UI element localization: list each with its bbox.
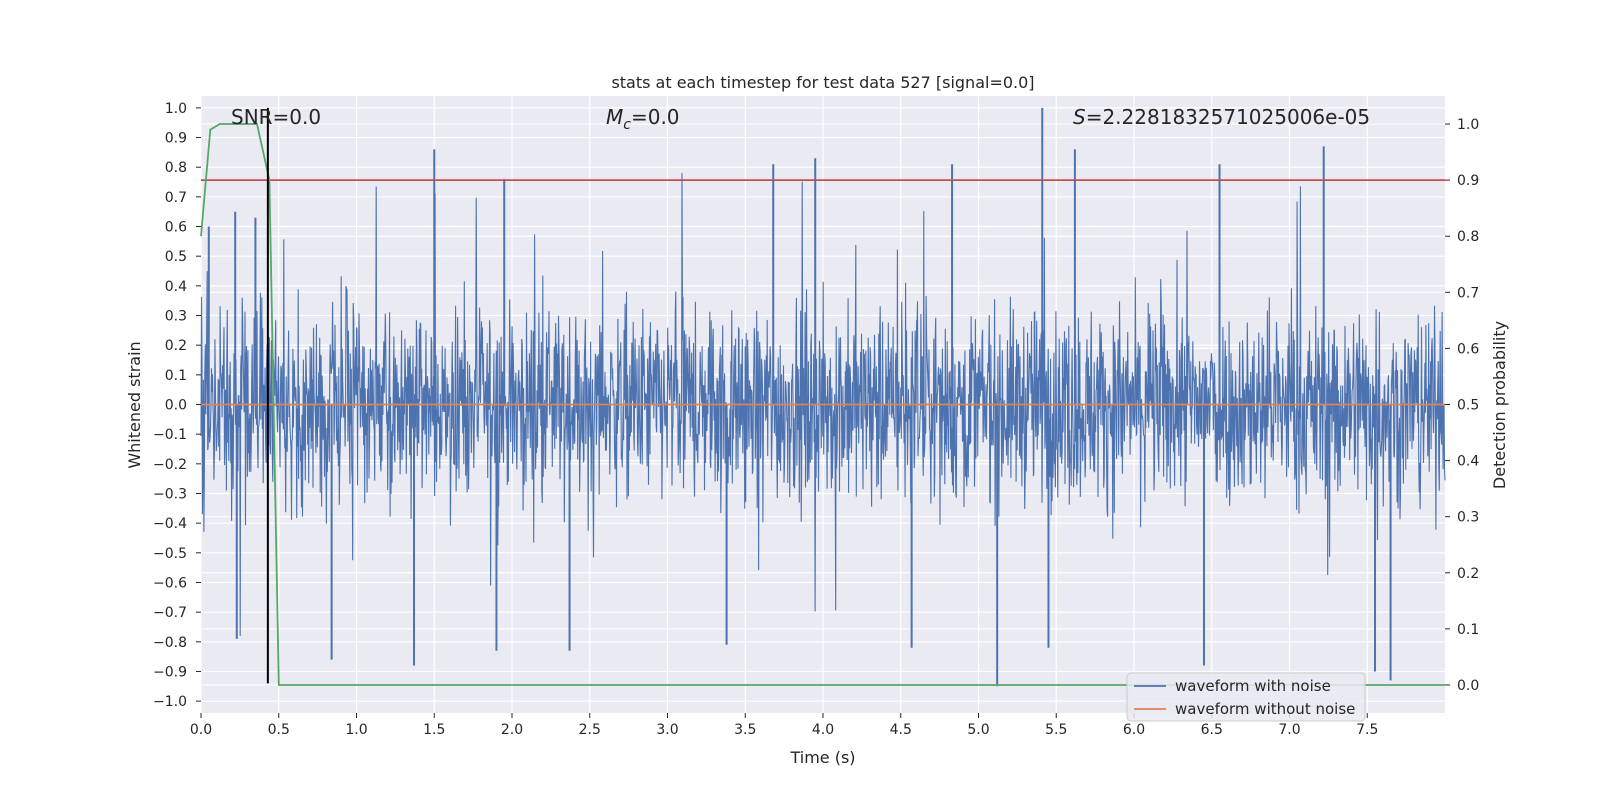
y2-tick-label: 0.8: [1457, 229, 1479, 245]
y2-tick-label: 0.6: [1457, 341, 1479, 357]
x-axis-ticks: 0.0 0.5 1.0 1.5 2.0 2.5 3.0 3.5 4.0 4.5 5.0 5.5 6.0 6…: [190, 713, 1378, 738]
x-tick-label: 3.5: [734, 722, 756, 738]
y2-tick-label: 0.9: [1457, 173, 1479, 189]
y-tick-label: −1.0: [153, 694, 187, 710]
chirp-mass-value: =0.0: [631, 105, 680, 129]
y-tick-label: 0.2: [165, 338, 187, 354]
x-tick-label: 1.0: [345, 722, 367, 738]
y-tick-label: 0.7: [165, 190, 187, 206]
s-annotation: S=2.2281832571025006e-05: [1073, 105, 1370, 129]
x-tick-label: 0.5: [268, 722, 290, 738]
y2-tick-label: 1.0: [1457, 117, 1479, 133]
y2-tick-label: 0.0: [1457, 678, 1479, 694]
x-axis-label: Time (s): [789, 748, 855, 767]
y-tick-label: 0.8: [165, 160, 187, 176]
series-waveform-with-noise: [200, 107, 1446, 687]
y-tick-label: 1.0: [165, 101, 187, 117]
chirp-mass-annotation: Mc=0.0: [606, 105, 680, 133]
y-tick-label: 0.6: [165, 220, 187, 236]
x-tick-label: 5.5: [1045, 722, 1067, 738]
legend: waveform with noise waveform without noi…: [1126, 672, 1366, 722]
x-tick-label: 2.5: [579, 722, 601, 738]
legend-label-clean: waveform without noise: [1175, 700, 1355, 718]
y-tick-label: 0.5: [165, 249, 187, 265]
chirp-mass-subscript: c: [623, 117, 631, 133]
y-tick-label: −0.9: [153, 664, 187, 680]
y-tick-label: −0.3: [153, 486, 187, 502]
y2-tick-label: 0.5: [1457, 398, 1479, 414]
y-tick-label: 0.4: [165, 279, 187, 295]
y-tick-label: 0.0: [165, 398, 187, 414]
y-tick-label: −0.1: [153, 427, 187, 443]
x-tick-label: 2.0: [501, 722, 523, 738]
x-tick-label: 6.0: [1123, 722, 1145, 738]
y-tick-label: −0.2: [153, 457, 187, 473]
legend-frame: [1126, 672, 1366, 722]
x-tick-label: 4.5: [890, 722, 912, 738]
y-tick-label: 0.9: [165, 131, 187, 147]
x-tick-label: 0.0: [190, 722, 212, 738]
chart-title: stats at each timestep for test data 527…: [611, 73, 1034, 92]
s-symbol: S: [1073, 105, 1086, 129]
y-tick-label: −0.7: [153, 605, 187, 621]
y2-tick-label: 0.1: [1457, 622, 1479, 638]
overlay-lines: [200, 107, 1445, 686]
y2-tick-label: 0.4: [1457, 454, 1479, 470]
y-tick-label: 0.1: [165, 368, 187, 384]
y-tick-label: −0.4: [153, 516, 187, 532]
y-tick-label: 0.3: [165, 309, 187, 325]
x-tick-label: 3.0: [656, 722, 678, 738]
snr-annotation: SNR=0.0: [231, 105, 321, 129]
y-tick-label: −0.8: [153, 635, 187, 651]
x-tick-label: 6.5: [1201, 722, 1223, 738]
y2-tick-label: 0.3: [1457, 510, 1479, 526]
detection-probability-line: [200, 123, 1445, 686]
s-value: =2.2281832571025006e-05: [1086, 105, 1370, 129]
y-axis-ticks: −1.0 −0.9 −0.8 −0.7 −0.6 −0.5 −0.4 −0.3 −0.2 −0.1…: [153, 101, 201, 710]
x-tick-label: 4.0: [812, 722, 834, 738]
y2-axis-ticks: 0.0 0.1 0.2 0.3 0.4 0.5 0.6 0.7 0.8 0.9 1.0: [1445, 117, 1479, 694]
y-tick-label: −0.6: [153, 575, 187, 591]
legend-label-noise: waveform with noise: [1175, 677, 1331, 695]
x-tick-label: 5.0: [967, 722, 989, 738]
y2-axis-label: Detection probability: [1490, 321, 1509, 489]
chirp-mass-symbol: M: [606, 105, 623, 129]
x-tick-label: 7.5: [1356, 722, 1378, 738]
noise-trace: [200, 173, 1446, 636]
x-tick-label: 7.0: [1278, 722, 1300, 738]
x-tick-label: 1.5: [423, 722, 445, 738]
y2-tick-label: 0.2: [1457, 566, 1479, 582]
y-tick-label: −0.5: [153, 546, 187, 562]
y2-tick-label: 0.7: [1457, 285, 1479, 301]
y-axis-label: Whitened strain: [125, 341, 144, 468]
